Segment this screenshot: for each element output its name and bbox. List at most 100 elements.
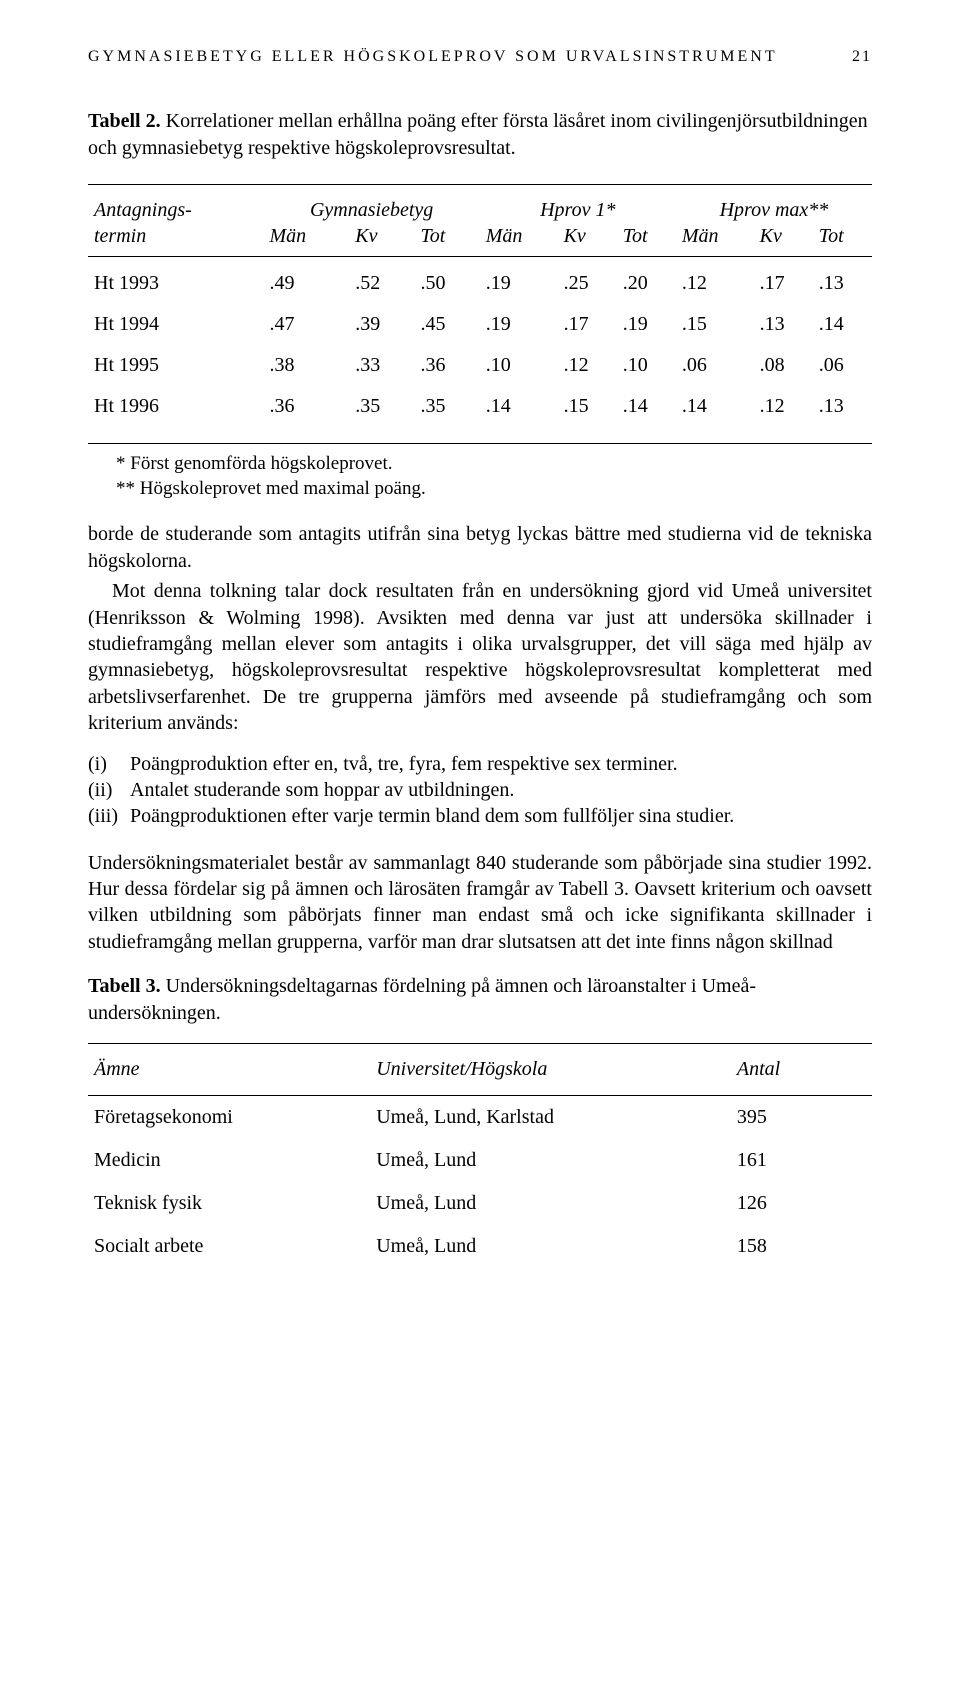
table3-cell: 126: [731, 1182, 872, 1225]
table3-cell: Medicin: [88, 1139, 370, 1182]
table2-footnote-2: ** Högskoleprovet med maximal poäng.: [116, 477, 872, 502]
table3-cell: Umeå, Lund: [370, 1139, 731, 1182]
table3-header-cell: Universitet/Högskola: [370, 1044, 731, 1095]
table2-subheader-cell: Tot: [617, 222, 676, 256]
running-head: GYMNASIEBETYG ELLER HÖGSKOLEPROV SOM URV…: [88, 48, 872, 66]
table-row: Teknisk fysik Umeå, Lund 126: [88, 1182, 872, 1225]
list-item-marker: (ii): [88, 777, 130, 803]
table3-cell: 395: [731, 1096, 872, 1139]
table2-cell: .36: [415, 351, 480, 380]
table2-cell: .17: [558, 310, 617, 339]
table2-subheader-cell: Män: [676, 222, 754, 256]
table2-cell: .12: [676, 269, 754, 298]
table2-cell: .52: [349, 269, 414, 298]
table2-cell: .14: [617, 392, 676, 421]
table2-cell: .08: [754, 351, 813, 380]
table3-cell: 161: [731, 1139, 872, 1182]
table2: Antagnings- Gymnasiebetyg Hprov 1* Hprov…: [88, 185, 872, 433]
table2-group-header-2: Hprov 1*: [480, 185, 676, 222]
table-row: Socialt arbete Umeå, Lund 158: [88, 1225, 872, 1268]
list-item: (iii) Poängproduktionen efter varje term…: [88, 803, 872, 829]
table2-row-label: Ht 1994: [88, 310, 263, 339]
table2-cell: .36: [263, 392, 349, 421]
running-head-title: GYMNASIEBETYG ELLER HÖGSKOLEPROV SOM URV…: [88, 48, 778, 66]
table3-caption: Tabell 3. Undersökningsdeltagarnas förde…: [88, 973, 872, 1027]
table2-cell: .06: [676, 351, 754, 380]
table3-cell: Umeå, Lund: [370, 1225, 731, 1268]
table-row: Ht 1996 .36 .35 .35 .14 .15 .14 .14 .12 …: [88, 392, 872, 421]
table3-cell: Socialt arbete: [88, 1225, 370, 1268]
table3-caption-text: Undersökningsdeltagarnas fördelning på ä…: [88, 975, 756, 1024]
table2-group-header-1: Gymnasiebetyg: [263, 185, 479, 222]
table2-cell: .15: [558, 392, 617, 421]
table2-subheader-cell: Kv: [349, 222, 414, 256]
page-number: 21: [852, 48, 872, 66]
table2-cell: .14: [676, 392, 754, 421]
table2-subheader-cell: Män: [263, 222, 349, 256]
table3-cell: Teknisk fysik: [88, 1182, 370, 1225]
table2-group-header-3: Hprov max**: [676, 185, 872, 222]
table2-cell: .12: [558, 351, 617, 380]
table-row: Företagsekonomi Umeå, Lund, Karlstad 395: [88, 1096, 872, 1139]
paragraph-1: borde de studerande som antagits utifrån…: [88, 521, 872, 574]
table2-cell: .19: [480, 310, 558, 339]
table2-cell: .50: [415, 269, 480, 298]
table2-subheader-cell: Män: [480, 222, 558, 256]
table2-cell: .49: [263, 269, 349, 298]
table2-cell: .35: [415, 392, 480, 421]
table2-subheader-cell: Tot: [415, 222, 480, 256]
table2-rowlabel-line2: termin: [88, 222, 263, 256]
list-item-marker: (i): [88, 751, 130, 777]
table2-row-label: Ht 1995: [88, 351, 263, 380]
list-item-text: Antalet studerande som hoppar av utbildn…: [130, 777, 872, 803]
table3-cell: Umeå, Lund: [370, 1182, 731, 1225]
table2-cell: .15: [676, 310, 754, 339]
table2-subheader-cell: Tot: [813, 222, 872, 256]
table-row: Ht 1994 .47 .39 .45 .19 .17 .19 .15 .13 …: [88, 310, 872, 339]
table2-cell: .19: [617, 310, 676, 339]
table2-cell: .12: [754, 392, 813, 421]
table2-cell: .45: [415, 310, 480, 339]
table3: Ämne Universitet/Högskola Antal Företags…: [88, 1044, 872, 1268]
table3-header-cell: Antal: [731, 1044, 872, 1095]
list-item-text: Poängproduktionen efter varje termin bla…: [130, 803, 872, 829]
table2-subheader-cell: Kv: [558, 222, 617, 256]
table2-cell: .25: [558, 269, 617, 298]
table2-cell: .17: [754, 269, 813, 298]
table3-header-cell: Ämne: [88, 1044, 370, 1095]
table2-cell: .38: [263, 351, 349, 380]
table2-group-header-row: Antagnings- Gymnasiebetyg Hprov 1* Hprov…: [88, 185, 872, 222]
table2-rowlabel-line1: Antagnings-: [88, 185, 263, 222]
list-item: (ii) Antalet studerande som hoppar av ut…: [88, 777, 872, 803]
table2-caption: Tabell 2. Korrelationer mellan erhållna …: [88, 108, 872, 162]
table2-caption-text: Korrelationer mellan erhållna poäng efte…: [88, 110, 868, 159]
table2-cell: .10: [617, 351, 676, 380]
table2-cell: .10: [480, 351, 558, 380]
table2-row-label: Ht 1996: [88, 392, 263, 421]
table2-cell: .13: [813, 269, 872, 298]
table2-cell: .14: [480, 392, 558, 421]
table2-rule-bottom: [88, 443, 872, 444]
table2-subheader-cell: Kv: [754, 222, 813, 256]
table3-cell: Företagsekonomi: [88, 1096, 370, 1139]
table2-cell: .35: [349, 392, 414, 421]
table2-cell: .19: [480, 269, 558, 298]
table2-cell: .13: [754, 310, 813, 339]
table2-cell: .39: [349, 310, 414, 339]
table3-caption-label: Tabell 3.: [88, 975, 161, 997]
table2-cell: .06: [813, 351, 872, 380]
paragraph-3: Undersökningsmaterialet består av samman…: [88, 850, 872, 956]
list-item-text: Poängproduktion efter en, två, tre, fyra…: [130, 751, 872, 777]
table2-cell: .14: [813, 310, 872, 339]
table3-cell: 158: [731, 1225, 872, 1268]
table2-cell: .13: [813, 392, 872, 421]
list-item-marker: (iii): [88, 803, 130, 829]
table-row: Ht 1993 .49 .52 .50 .19 .25 .20 .12 .17 …: [88, 269, 872, 298]
table2-cell: .47: [263, 310, 349, 339]
table2-row-label: Ht 1993: [88, 269, 263, 298]
table2-sub-header-row: termin Män Kv Tot Män Kv Tot Män Kv Tot: [88, 222, 872, 256]
table2-footnotes: * Först genomförda högskoleprovet. ** Hö…: [116, 452, 872, 501]
table3-cell: Umeå, Lund, Karlstad: [370, 1096, 731, 1139]
table3-header-row: Ämne Universitet/Högskola Antal: [88, 1044, 872, 1095]
table2-cell: .33: [349, 351, 414, 380]
